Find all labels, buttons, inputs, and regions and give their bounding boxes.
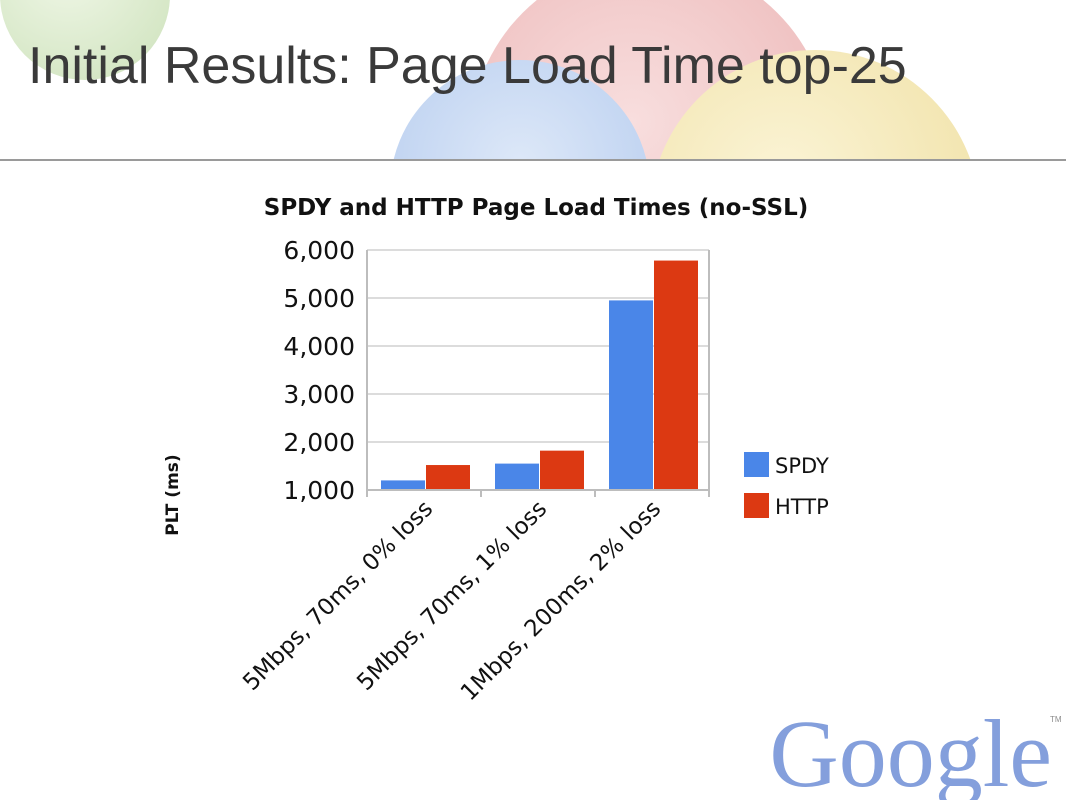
y-axis-label: PLT (ms) — [163, 454, 183, 535]
y-tick-labels: 1,000 2,000 3,000 4,000 5,000 6,000 — [283, 236, 355, 505]
y-tick-label: 6,000 — [283, 236, 355, 265]
logo-text: Google — [769, 700, 1052, 800]
bar-http — [426, 465, 470, 490]
decorative-spheres — [0, 0, 971, 159]
y-tick-label: 2,000 — [283, 428, 355, 457]
category-label: 5Mbps, 70ms, 0% loss — [238, 496, 438, 696]
y-tick-label: 5,000 — [283, 284, 355, 313]
title-divider — [0, 159, 1066, 161]
bar-http — [654, 260, 698, 490]
legend-label-spdy: SPDY — [775, 454, 829, 478]
bar-spdy — [381, 480, 425, 490]
legend-swatch-http — [744, 493, 769, 518]
logo-trademark: TM — [1050, 715, 1062, 724]
google-logo: Google TM — [769, 700, 1061, 800]
chart-title: SPDY and HTTP Page Load Times (no-SSL) — [264, 195, 809, 221]
legend: SPDY HTTP — [744, 452, 829, 519]
y-tick-label: 3,000 — [283, 380, 355, 409]
legend-swatch-spdy — [744, 452, 769, 477]
bars — [381, 260, 698, 490]
y-tick-label: 4,000 — [283, 332, 355, 361]
y-tick-label: 1,000 — [283, 476, 355, 505]
category-label: 1Mbps, 200ms, 2% loss — [456, 496, 666, 706]
axes — [366, 250, 710, 497]
page-title: Initial Results: Page Load Time top-25 — [28, 37, 907, 95]
bar-http — [540, 450, 584, 490]
bar-spdy — [495, 463, 539, 490]
category-label: 5Mbps, 70ms, 1% loss — [352, 496, 552, 696]
bar-spdy — [609, 300, 653, 490]
legend-label-http: HTTP — [775, 495, 829, 519]
